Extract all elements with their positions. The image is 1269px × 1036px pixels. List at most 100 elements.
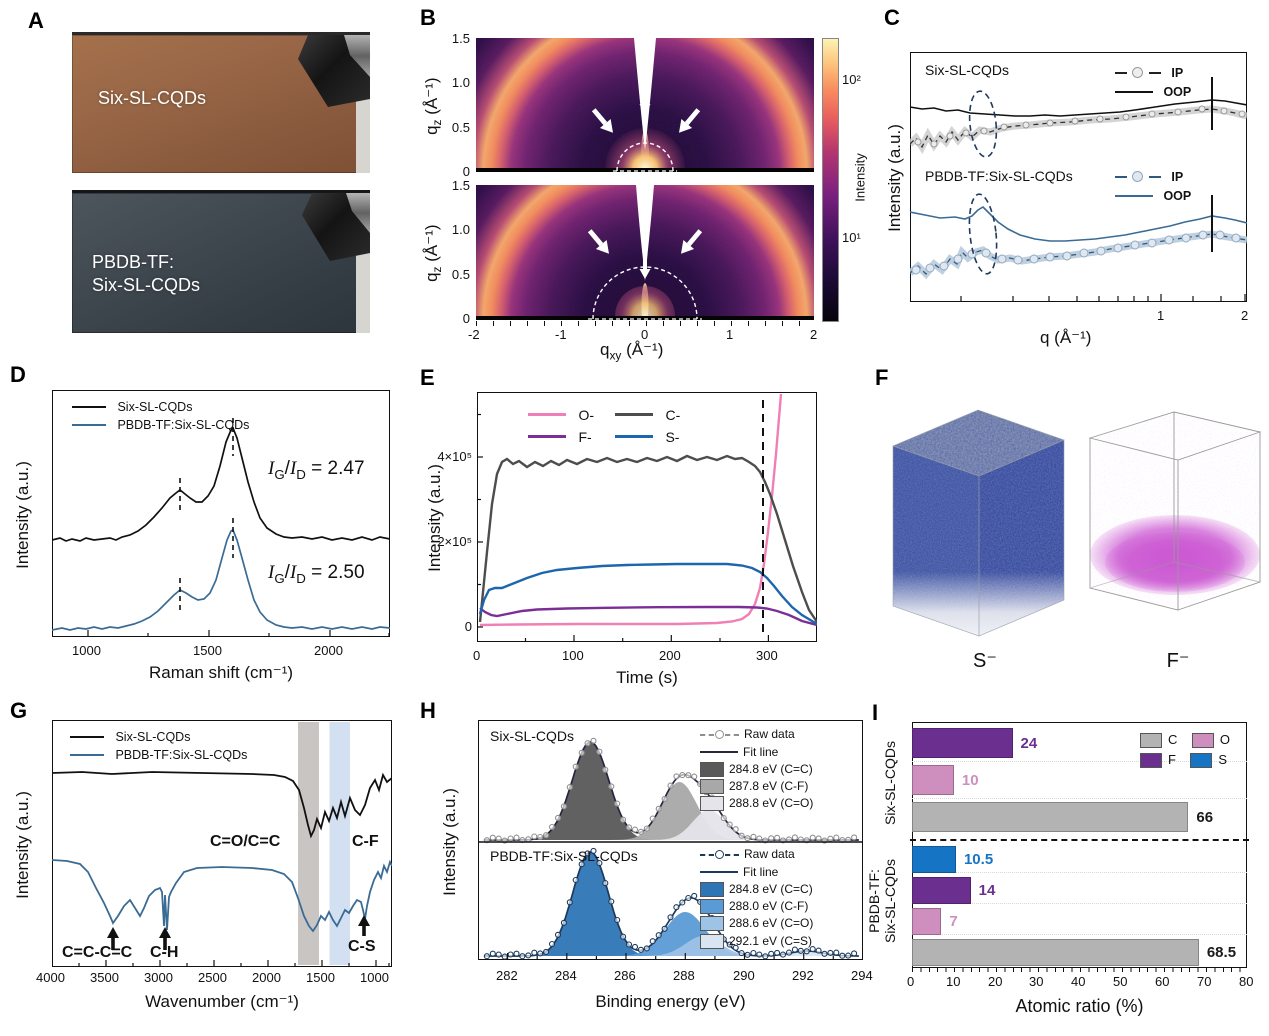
g-xtick: 3500 — [90, 970, 119, 985]
d-xtick: 1500 — [193, 643, 222, 658]
f-cube-f — [1088, 411, 1262, 611]
b2-ytick: 1.5 — [451, 178, 470, 193]
d-raman-plot — [52, 418, 390, 637]
h-y-axis-label: Intensity (a.u.) — [440, 788, 459, 896]
panel-a-photo-film: Six-SL-CQDs — [72, 32, 370, 173]
g-curve-blend — [52, 859, 392, 933]
b1-y-axis-label: qz (Å⁻¹) — [421, 77, 445, 135]
d-y-axis-label: Intensity (a.u.) — [13, 461, 32, 569]
h-bottom-title: PBDB-TF:Six-SL-CQDs — [490, 848, 638, 864]
e-curve-c — [478, 454, 817, 623]
i-bar-f-blend — [912, 877, 971, 904]
circle-marker-icon — [715, 850, 724, 860]
giwaxs-map-six — [476, 38, 814, 172]
e-x-axis-label: Time (s) — [616, 668, 678, 687]
i-bar-f-six — [912, 728, 1013, 758]
circle-marker-icon — [1132, 67, 1144, 79]
h-xtick: 284 — [555, 968, 577, 983]
e-curve-f — [479, 605, 817, 627]
photo1-caption: Six-SL-CQDs — [98, 88, 207, 108]
i-bar-value: 14 — [978, 882, 996, 899]
b2-ytick: 0.5 — [451, 267, 470, 282]
arrow-icon — [591, 92, 701, 133]
b2-ytick: 1.0 — [451, 222, 470, 237]
giwaxs-map-blend — [476, 185, 814, 320]
h-xtick: 294 — [851, 968, 873, 983]
h-xtick: 282 — [496, 968, 518, 983]
e-curve-o — [479, 393, 783, 627]
g-ftir-plot — [52, 722, 392, 967]
g-ann-cccc: C=C-C=C — [62, 944, 133, 961]
d-plot-frame — [52, 390, 390, 637]
c-legend2-ip: IP — [1115, 168, 1183, 186]
b-colorbar — [822, 38, 839, 322]
i-xtick: 40 — [1071, 974, 1086, 989]
panel-a-photo-blend: PBDB-TF: Six-SL-CQDs — [72, 190, 370, 333]
g-y-axis-label: Intensity (a.u.) — [13, 791, 32, 899]
panel-a-label: A — [28, 8, 44, 33]
circle-marker-icon — [715, 730, 724, 740]
tweezers-icon — [298, 35, 370, 107]
g-xtick: 1000 — [360, 970, 389, 985]
g-xtick: 1500 — [306, 970, 335, 985]
h-bottom-legend: Raw data Fit line 284.8 eV (C=C) 288.0 e… — [700, 846, 813, 950]
e-ytick: 2×10⁵ — [437, 534, 472, 549]
b-x-tickmarks — [476, 321, 814, 326]
panel-f-label: F — [875, 365, 889, 390]
b2-y-axis-label: qz (Å⁻¹) — [421, 224, 445, 282]
d-xtick: 2000 — [314, 643, 343, 658]
h-top-legend: Raw data Fit line 284.8 eV (C=C) 287.8 e… — [700, 726, 813, 812]
i-xtick: 0 — [907, 974, 915, 989]
b-xtick: 0 — [641, 327, 649, 342]
c-legend1-oop: OOP — [1115, 83, 1191, 101]
panel-i-label: I — [872, 700, 879, 725]
b-colorbar-tick-bottom: 10¹ — [842, 230, 861, 245]
g-legend-six: Six-SL-CQDs — [70, 728, 190, 746]
g-band-co — [298, 722, 319, 965]
b1-ytick: 1.5 — [451, 31, 470, 46]
d-xtick: 1000 — [72, 643, 101, 658]
g-band-cf — [329, 722, 350, 965]
photo2-caption: PBDB-TF: Six-SL-CQDs — [92, 251, 200, 296]
arrow-icon — [587, 229, 703, 279]
i-bar-s-blend — [912, 846, 956, 873]
e-legend-s: S- — [615, 428, 679, 446]
circle-marker-icon — [1132, 171, 1144, 183]
h-xps-blend — [483, 847, 861, 960]
e-xtick: 300 — [756, 648, 778, 663]
e-xtick: 0 — [473, 648, 481, 663]
h-xtick: 288 — [673, 968, 695, 983]
i-bar-chart: 24 10 66 10.5 14 7 68.5 C O F S — [910, 722, 1249, 968]
panel-b-label: B — [420, 5, 436, 30]
c-xtick: 2 — [1241, 308, 1249, 323]
c-xtick: 1 — [1157, 308, 1165, 323]
i-bar-value: 24 — [1020, 735, 1038, 752]
h-xps-plot — [478, 737, 863, 960]
b-xtick: 2 — [810, 327, 818, 342]
i-x-tickmarks — [912, 968, 1247, 972]
b1-ytick: 0 — [462, 164, 470, 179]
c-legend1-ip: IP — [1115, 64, 1183, 82]
i-bar-o-blend — [912, 908, 942, 935]
e-xtick: 100 — [562, 648, 584, 663]
c-y-axis-label: Intensity (a.u.) — [885, 124, 904, 232]
f-cube-s — [891, 409, 1066, 637]
arrow-up-icon — [107, 915, 370, 950]
i-bar-value: 10 — [961, 772, 979, 789]
panel-d-label: D — [10, 362, 26, 387]
i-bar-value: 66 — [1196, 809, 1214, 826]
d-ratio1-annotation: IG/ID = 2.47 — [268, 458, 365, 482]
photo2-caption-line2: Six-SL-CQDs — [92, 274, 201, 295]
g-ann-ch: C-H — [150, 944, 179, 961]
panel-c-label: C — [884, 5, 900, 30]
i-xtick: 10 — [946, 974, 961, 989]
i-legend: C O F S — [1140, 730, 1230, 770]
b-xtick: -2 — [468, 327, 480, 342]
h-xtick: 292 — [792, 968, 814, 983]
h-xtick: 290 — [733, 968, 755, 983]
i-bar-value: 68.5 — [1206, 944, 1237, 961]
i-xtick: 30 — [1029, 974, 1044, 989]
c-group1-title: Six-SL-CQDs — [925, 62, 1010, 78]
b-colorbar-tick-top: 10² — [842, 72, 861, 87]
